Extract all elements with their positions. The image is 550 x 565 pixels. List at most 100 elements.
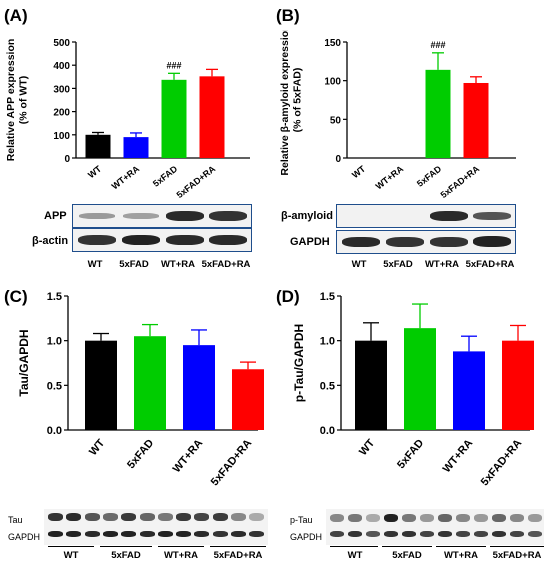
bar — [85, 340, 117, 430]
y-tick-label: 0 — [335, 154, 341, 165]
blot-band — [84, 531, 100, 537]
blot-lane-label: WT+RA — [160, 259, 196, 270]
x-tick-label: WT+RA — [110, 163, 142, 191]
blot-band — [510, 514, 524, 522]
significance-annotation: ### — [166, 60, 181, 70]
lane-group-line — [436, 546, 486, 547]
blot-row-label: GAPDH — [290, 236, 330, 248]
blot-strip-p-tau — [326, 509, 544, 545]
y-axis-label: (% of WT) — [18, 76, 30, 124]
blot-band — [366, 531, 380, 537]
blot-band — [474, 531, 488, 537]
blot-row-label: APP — [44, 210, 67, 222]
bar — [123, 137, 149, 158]
blot-band — [212, 531, 228, 537]
x-tick-label: 5xFAD — [125, 437, 156, 471]
bar — [232, 369, 264, 430]
blot-strip-beta-actin — [72, 228, 252, 252]
blot-strip-app — [72, 204, 252, 228]
blot-strip-gapdh — [336, 230, 516, 254]
x-tick-label: 5xFAD — [151, 163, 180, 188]
blot-lane-label: 5xFAD+RA — [492, 550, 542, 561]
bar — [355, 340, 387, 430]
blot-row-label: β-amyloid — [281, 210, 333, 222]
blot-band — [528, 531, 542, 537]
blot-lane-label: 5xFAD — [119, 259, 149, 270]
y-axis-label: p-Tau/GAPDH — [292, 324, 306, 402]
blot-band — [330, 531, 344, 537]
blot-strip-tau — [44, 509, 268, 545]
y-tick-label: 100 — [53, 131, 70, 142]
lane-group-line — [158, 546, 204, 547]
blot-band — [249, 513, 265, 521]
y-tick-label: 0.5 — [320, 380, 335, 392]
bar — [85, 134, 111, 158]
y-axis-label: Tau/GAPDH — [17, 329, 31, 396]
y-tick-label: 1.0 — [320, 336, 335, 348]
blot-band — [492, 531, 506, 537]
bar-chart-tau: 0.0 0.5 1.0 1.5 Tau/GAPDH WT 5xFAD WT+RA 5xFAD+R… — [17, 291, 264, 488]
blot-lane-label: 5xFAD — [383, 259, 413, 270]
blot-band — [84, 513, 100, 521]
lane-group-line — [210, 546, 266, 547]
blot-lane-label: 5xFAD — [111, 550, 141, 561]
x-tick-label: 5xFAD+RA — [175, 163, 218, 200]
blot-band — [48, 531, 63, 537]
blot-lane-label: WT+RA — [443, 550, 479, 561]
y-tick-label: 0 — [64, 154, 70, 165]
panel-letter-d: (D) — [276, 287, 300, 306]
bar — [453, 351, 485, 430]
blot-band — [66, 513, 82, 521]
blot-band — [212, 513, 228, 521]
blot-band — [510, 531, 524, 537]
y-tick-label: 0.5 — [47, 380, 62, 392]
bar — [502, 340, 534, 430]
bar-chart-app: 0 100 200 300 400 500 Relative APP expression(… — [5, 38, 250, 200]
blot-band — [194, 513, 210, 521]
blot-band — [384, 514, 398, 522]
blot-band — [157, 531, 173, 537]
bar-chart-p-tau: 0.0 0.5 1.0 1.5 p-Tau/GAPDH WT 5xFAD WT+RA 5xFAD… — [292, 291, 534, 488]
significance-annotation: ### — [430, 40, 445, 50]
blot-band — [231, 531, 246, 537]
blot-lane-label: 5xFAD+RA — [201, 259, 251, 270]
blot-band — [194, 531, 210, 537]
blot-band — [231, 513, 246, 521]
blot-lane-label: WT — [351, 259, 367, 270]
y-axis-label: Relative APP expression — [5, 39, 17, 162]
blot-row-label: Tau — [8, 515, 23, 525]
blot-band — [438, 531, 452, 537]
x-tick-label: WT — [87, 437, 107, 458]
blot-band — [348, 531, 362, 537]
blot-band — [48, 513, 63, 521]
bar-chart-beta-amyloid: 0 50 100 150 Relative β-amyloid expression (%… — [279, 30, 516, 200]
blot-row-label: GAPDH — [8, 532, 41, 542]
y-tick-label: 1.0 — [47, 336, 62, 348]
blot-band — [384, 531, 398, 537]
lane-group-line — [382, 546, 432, 547]
blot-band — [121, 531, 137, 537]
blot-band — [102, 531, 118, 537]
blot-row-label: p-Tau — [290, 515, 313, 525]
x-tick-label: WT+RA — [441, 437, 476, 475]
y-tick-label: 200 — [53, 108, 70, 119]
blot-lane-label: 5xFAD+RA — [213, 550, 263, 561]
blot-band — [157, 513, 173, 521]
y-axis-label: (% of 5xFAD) — [292, 68, 304, 133]
blot-row-label: β-actin — [32, 235, 69, 247]
blot-band — [456, 514, 470, 522]
blot-band — [249, 531, 265, 537]
blot-band — [456, 531, 470, 537]
blot-band — [121, 513, 137, 521]
blot-band — [139, 513, 155, 521]
blot-lane-label: WT — [347, 550, 363, 561]
bar — [199, 76, 225, 158]
blot-band — [474, 514, 488, 522]
bar — [404, 328, 436, 430]
y-tick-label: 100 — [324, 77, 341, 88]
x-tick-label: WT — [86, 163, 104, 180]
panel-letter-a: (A) — [4, 6, 28, 25]
blot-band — [330, 514, 344, 522]
x-tick-label: 5xFAD+RA — [439, 163, 482, 200]
blot-band — [139, 531, 155, 537]
